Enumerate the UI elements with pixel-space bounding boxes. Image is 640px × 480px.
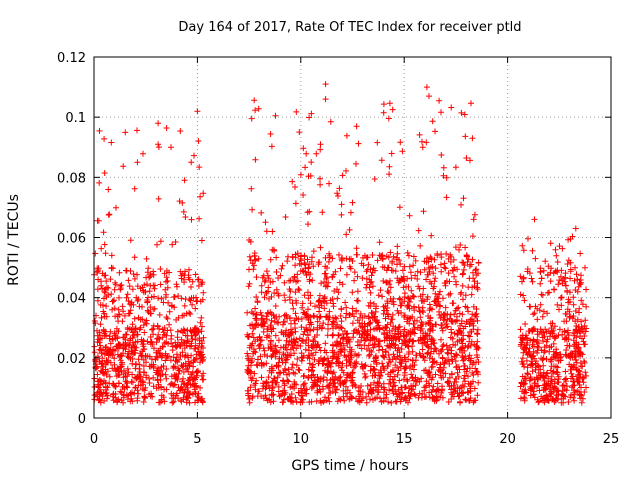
- axis-ticks: 0 5 10 15 20 25 0 0.02 0.04 0.06 0.08 0.1 0.12: [57, 51, 619, 447]
- y-tick-label: 0.02: [57, 352, 86, 367]
- y-tick-label: 0.1: [65, 111, 86, 126]
- roti-points: [91, 81, 590, 406]
- x-tick-label: 10: [293, 432, 310, 447]
- y-tick-label: 0: [78, 412, 86, 427]
- x-tick-label: 20: [499, 432, 516, 447]
- y-tick-label: 0.08: [57, 171, 86, 186]
- y-axis-label: ROTI / TECUs: [6, 194, 22, 286]
- y-tick-label: 0.04: [57, 292, 86, 307]
- x-tick-label: 15: [396, 432, 413, 447]
- x-axis-label: GPS time / hours: [291, 458, 408, 474]
- data-points: [91, 81, 590, 406]
- chart-title: Day 164 of 2017, Rate Of TEC Index for r…: [178, 20, 521, 35]
- y-tick-label: 0.06: [57, 232, 86, 247]
- x-tick-label: 25: [603, 432, 620, 447]
- x-tick-label: 5: [193, 432, 201, 447]
- y-tick-label: 0.12: [57, 51, 86, 66]
- x-tick-label: 0: [90, 432, 98, 447]
